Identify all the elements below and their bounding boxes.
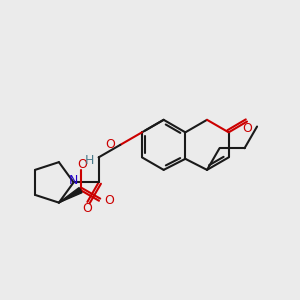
Text: O: O <box>242 122 252 134</box>
Text: O: O <box>82 202 92 215</box>
Text: N: N <box>69 174 78 188</box>
Text: O: O <box>105 138 115 151</box>
Text: H: H <box>85 154 94 167</box>
Polygon shape <box>59 188 82 202</box>
Text: O: O <box>77 158 87 171</box>
Text: O: O <box>104 194 114 207</box>
